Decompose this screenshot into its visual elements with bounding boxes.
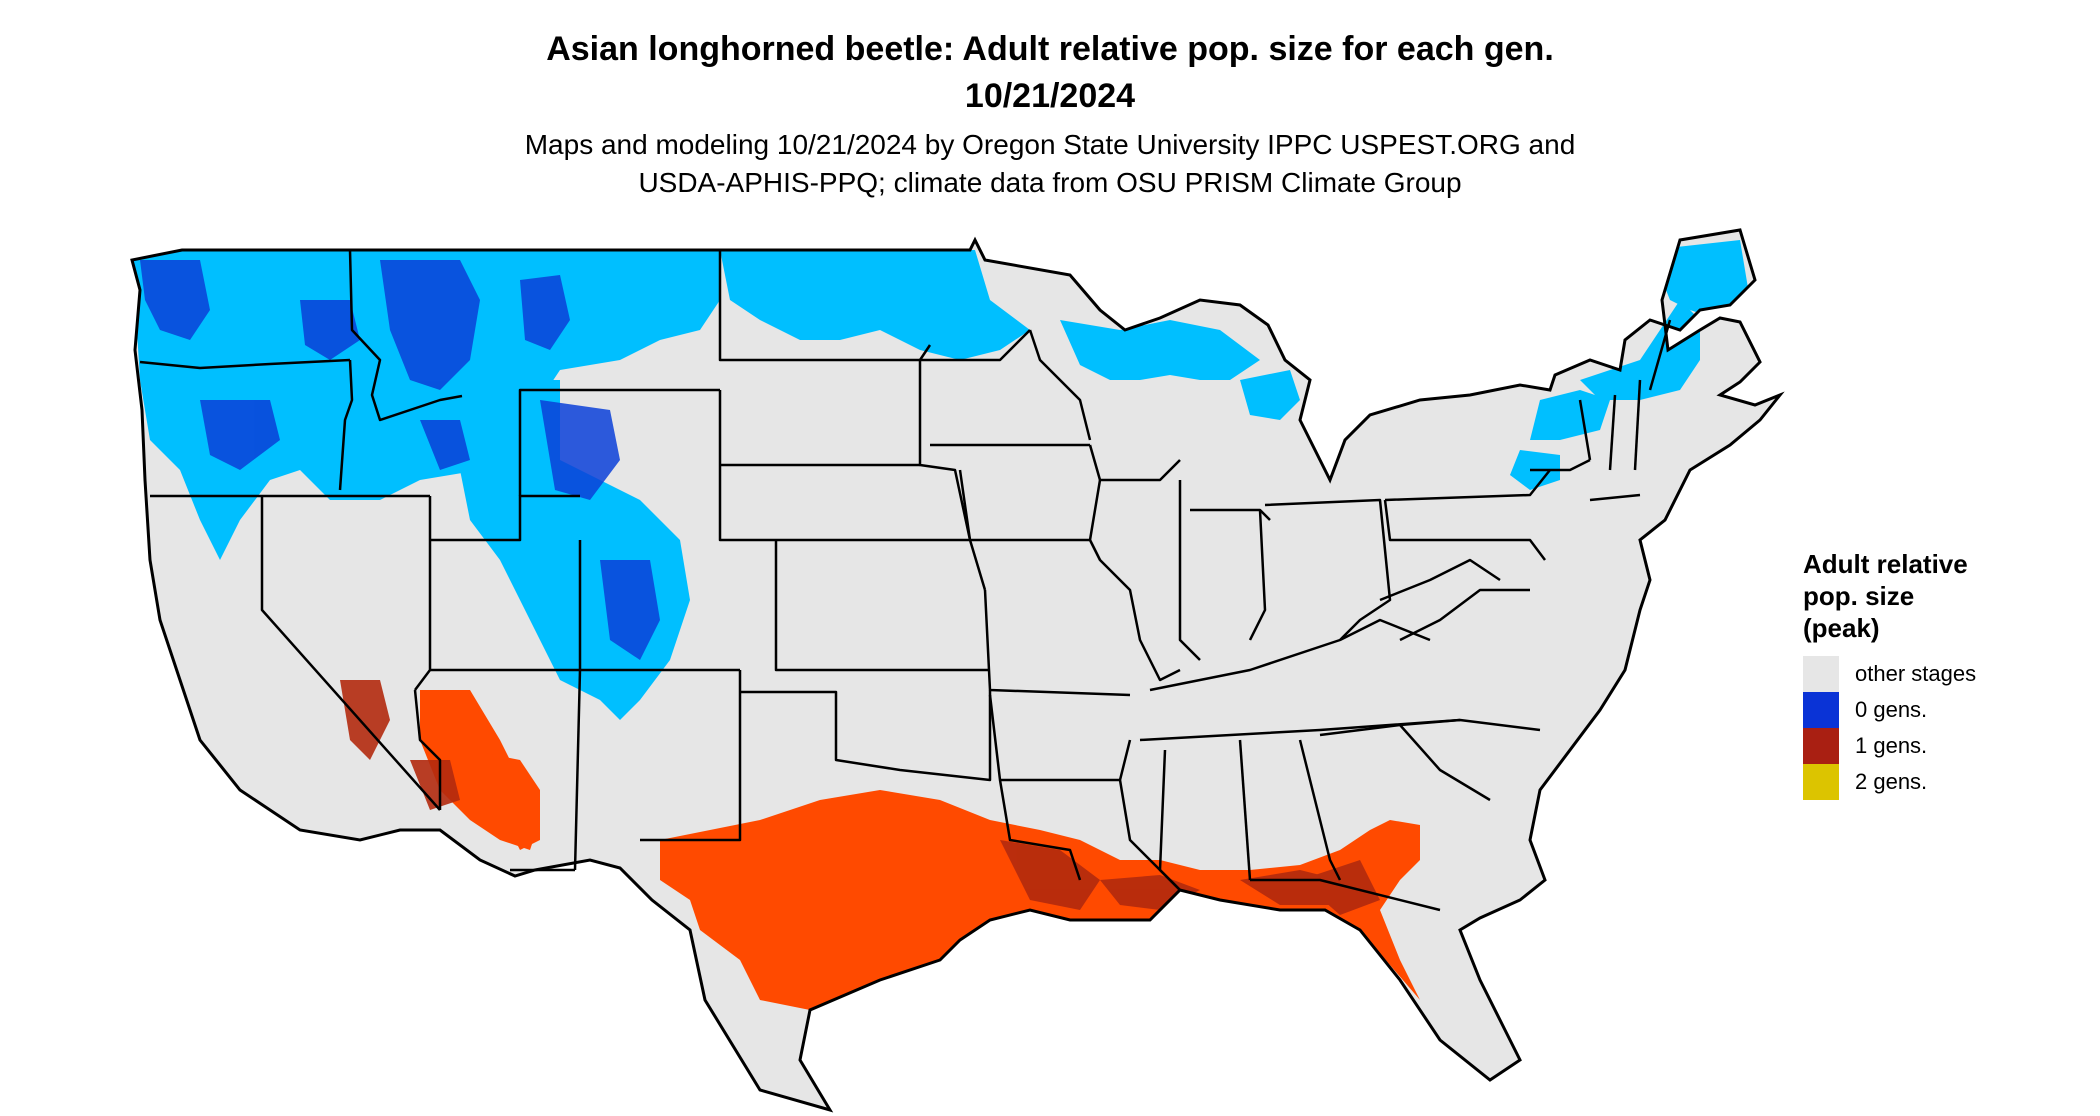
map-title-line1: Asian longhorned beetle: Adult relative … [546, 30, 1554, 68]
legend-title: Adult relative pop. size (peak) [1803, 548, 1976, 644]
map-subtitle: Maps and modeling 10/21/2024 by Oregon S… [0, 126, 2100, 202]
legend-title-line1: Adult relative [1803, 549, 1968, 579]
swatch-1-gens [1803, 728, 1839, 764]
legend: Adult relative pop. size (peak) other st… [1803, 548, 1976, 800]
legend-items: other stages 0 gens. 1 gens. 2 gens. [1803, 656, 1976, 800]
legend-item: 1 gens. [1803, 728, 1976, 764]
swatch-0-gens [1803, 692, 1839, 728]
legend-item: 2 gens. [1803, 764, 1976, 800]
legend-item-label: 1 gens. [1855, 733, 1928, 758]
swatch-other-stages [1803, 656, 1839, 692]
map-subtitle-line2: USDA-APHIS-PPQ; climate data from OSU PR… [638, 167, 1462, 198]
map-title: Asian longhorned beetle: Adult relative … [0, 26, 2100, 120]
map-subtitle-line1: Maps and modeling 10/21/2024 by Oregon S… [524, 129, 1576, 160]
swatch-2-gens [1803, 764, 1839, 800]
zero-gens-dark-patches [140, 260, 660, 660]
legend-item-label: other stages [1855, 661, 1977, 686]
legend-title-line2: pop. size [1803, 581, 1915, 611]
map-title-line2: 10/21/2024 [964, 77, 1136, 115]
legend-item: other stages [1803, 656, 1976, 692]
national-border [130, 228, 1785, 1113]
legend-item: 0 gens. [1803, 692, 1976, 728]
state-borders [139, 249, 1672, 912]
legend-item-label: 2 gens. [1855, 769, 1928, 794]
legend-title-line3: (peak) [1803, 613, 1880, 643]
legend-item-label: 0 gens. [1855, 697, 1928, 722]
